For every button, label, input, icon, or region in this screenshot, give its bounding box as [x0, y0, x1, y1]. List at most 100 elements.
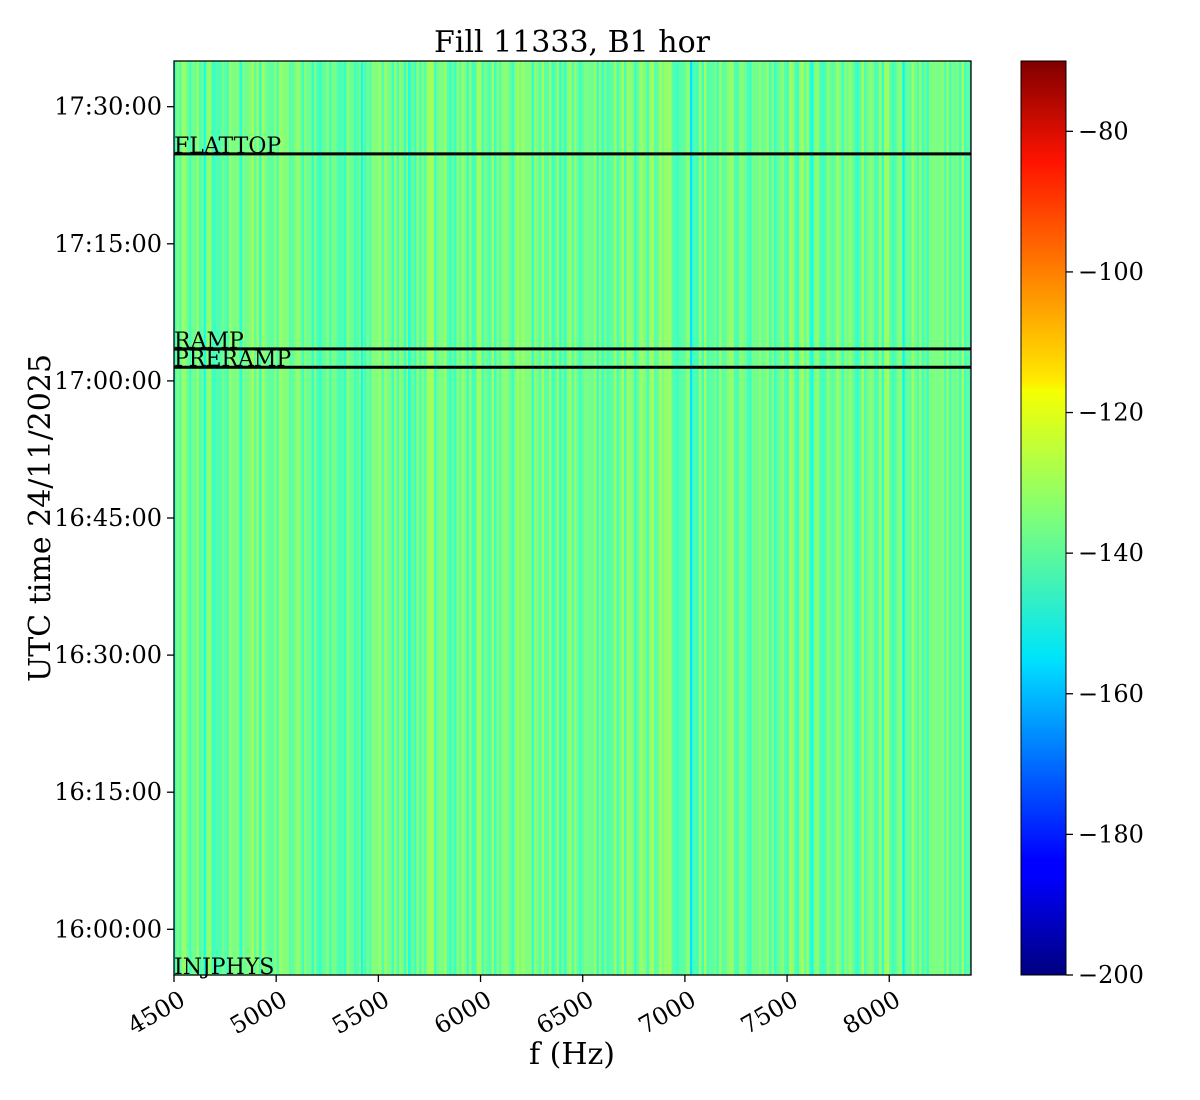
heatmap-stripe — [961, 61, 965, 975]
heatmap-stripe — [779, 61, 782, 975]
heatmap-stripe — [854, 61, 857, 975]
heatmap-stripe — [959, 61, 962, 975]
heatmap-stripe — [381, 61, 385, 975]
heatmap-stripe — [601, 61, 605, 975]
heatmap-stripe — [876, 61, 880, 975]
heatmap-stripe — [521, 61, 525, 975]
heatmap-stripe — [329, 61, 332, 975]
heatmap-stripe — [644, 61, 647, 975]
heatmap-stripe — [316, 61, 320, 975]
heatmap-stripe — [916, 61, 920, 975]
heatmap-stripe — [679, 61, 682, 975]
heatmap-stripe — [344, 61, 347, 975]
heatmap-stripe — [256, 61, 260, 975]
heatmap-stripe — [471, 61, 475, 975]
heatmap-stripe — [884, 61, 887, 975]
heatmap-stripe — [524, 61, 527, 975]
y-tick-label: 16:00:00 — [54, 915, 162, 943]
heatmap-stripe — [266, 61, 270, 975]
spectral-line — [240, 61, 243, 975]
heatmap-stripe — [874, 61, 877, 975]
heatmap-stripe — [279, 61, 282, 975]
heatmap-stripe — [529, 61, 532, 975]
colorbar-tick-label: −160 — [1078, 680, 1144, 708]
x-tick-label: 6000 — [429, 985, 496, 1040]
y-tick-label: 16:45:00 — [54, 504, 162, 532]
heatmap-stripe — [331, 61, 335, 975]
heatmap-stripe — [261, 61, 265, 975]
heatmap-stripe — [659, 61, 662, 975]
heatmap-stripe — [444, 61, 447, 975]
heatmap-stripe — [411, 61, 415, 975]
heatmap-stripe — [419, 61, 422, 975]
heatmap-stripe — [621, 61, 625, 975]
heatmap-stripe — [454, 61, 457, 975]
heatmap-stripe — [919, 61, 922, 975]
heatmap-stripe — [469, 61, 472, 975]
x-axis-label: f (Hz) — [529, 1037, 615, 1072]
heatmap-stripe — [229, 61, 232, 975]
heatmap-stripe — [639, 61, 642, 975]
heatmap-stripe — [911, 61, 915, 975]
heatmap-stripe — [451, 61, 455, 975]
colorbar-tick-label: −140 — [1078, 539, 1144, 567]
event-label-ramp: RAMP — [174, 329, 244, 354]
heatmap-stripe — [291, 61, 295, 975]
heatmap-stripe — [881, 61, 885, 975]
heatmap-stripe — [746, 61, 750, 975]
heatmap-stripe — [744, 61, 747, 975]
heatmap-stripe — [371, 61, 375, 975]
spectral-line — [902, 61, 905, 975]
heatmap-stripe — [936, 61, 940, 975]
colorbar-tick-label: −120 — [1078, 399, 1144, 427]
heatmap-stripe — [549, 61, 552, 975]
heatmap-stripe — [514, 61, 517, 975]
x-axis: 4500 5000 5500 6000 6500 7000 7500 8000 — [123, 975, 905, 1040]
heatmap-stripe — [784, 61, 787, 975]
heatmap-stripe — [546, 61, 550, 975]
heatmap-stripe — [801, 61, 805, 975]
heatmap-stripe — [476, 61, 480, 975]
heatmap-stripe — [466, 61, 470, 975]
heatmap-stripe — [701, 61, 705, 975]
heatmap-stripe — [809, 61, 812, 975]
heatmap-stripe — [259, 61, 262, 975]
heatmap-stripe — [321, 61, 325, 975]
heatmap-stripe — [871, 61, 875, 975]
heatmap-stripe — [611, 61, 615, 975]
heatmap-stripe — [736, 61, 740, 975]
heatmap-stripe — [699, 61, 702, 975]
heatmap-stripe — [771, 61, 775, 975]
heatmap-stripe — [754, 61, 757, 975]
heatmap-stripe — [879, 61, 882, 975]
heatmap-stripe — [776, 61, 780, 975]
heatmap-stripe — [889, 61, 892, 975]
heatmap-stripe — [424, 61, 427, 975]
heatmap-stripe — [526, 61, 530, 975]
y-tick-label: 16:30:00 — [54, 641, 162, 669]
colorbar-tick-label: −80 — [1078, 117, 1129, 145]
heatmap-stripe — [841, 61, 845, 975]
heatmap-stripe — [196, 61, 200, 975]
heatmap-stripe — [869, 61, 872, 975]
heatmap-stripe — [944, 61, 947, 975]
heatmap-stripe — [531, 61, 535, 975]
heatmap-stripe — [356, 61, 360, 975]
heatmap-stripe — [934, 61, 937, 975]
heatmap-stripe — [551, 61, 555, 975]
heatmap-stripe — [579, 61, 582, 975]
x-tick-label: 4500 — [123, 985, 190, 1040]
heatmap-stripe — [946, 61, 950, 975]
heatmap-stripe — [924, 61, 927, 975]
heatmap-stripe — [374, 61, 377, 975]
heatmap-stripe — [674, 61, 677, 975]
heatmap-stripe — [309, 61, 312, 975]
heatmap-stripe — [891, 61, 895, 975]
heatmap-stripe — [681, 61, 685, 975]
heatmap-stripe — [421, 61, 425, 975]
heatmap-stripe — [586, 61, 590, 975]
heatmap-stripe — [384, 61, 387, 975]
heatmap-stripe — [761, 61, 765, 975]
heatmap-stripe — [536, 61, 540, 975]
heatmap-stripe — [516, 61, 520, 975]
